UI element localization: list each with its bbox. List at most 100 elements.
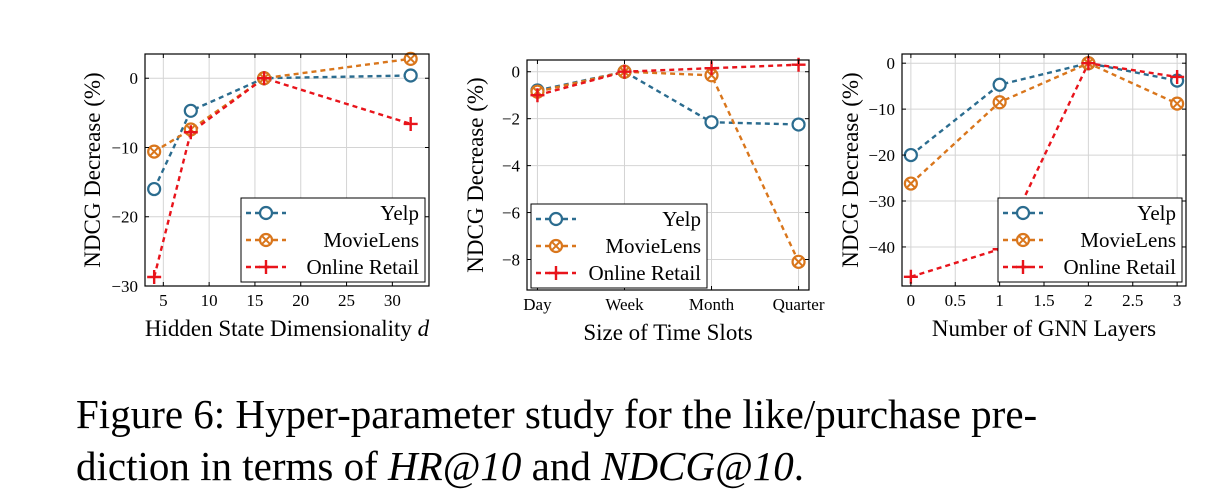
series-line: [153, 74, 411, 190]
tick-label-x: 15: [246, 291, 263, 310]
x-axis-label: Size of Time Slots: [583, 320, 752, 345]
data-point: [903, 147, 918, 163]
y-axis-label: NDCG Decrease (%): [463, 77, 488, 272]
data-point: [992, 77, 1007, 92]
data-point: [617, 64, 632, 79]
data-point: [992, 95, 1007, 110]
caption-line-1: Figure 6: Hyper-parameter study for the …: [76, 391, 1038, 437]
legend-marker: [1015, 232, 1031, 248]
legend-marker: [548, 211, 564, 227]
x-axis-label: Number of GNN Layers: [932, 316, 1156, 341]
data-point: [147, 144, 162, 159]
data-point: [1170, 96, 1185, 111]
tick-label-x: 10: [201, 291, 218, 310]
tick-label-x: Quarter: [773, 295, 825, 314]
tick-label-x: 3: [1173, 291, 1182, 310]
tick-label-y: −2: [502, 110, 520, 129]
tick-label-y: 0: [130, 69, 139, 88]
series-line: [537, 63, 799, 97]
legend-marker: [258, 232, 274, 248]
tick-label-x: Day: [523, 295, 552, 314]
chart-2: Day Week Month Quarter 0 −2 −4 −6 −8 Size of Time…: [463, 57, 825, 345]
x-axis-label: Hidden State Dimensionality d: [145, 316, 430, 341]
y-axis-label: NDCG Decrease (%): [838, 72, 863, 267]
tick-label-y: −10: [111, 138, 138, 157]
tick-label-y: −30: [868, 192, 895, 211]
data-point: [147, 269, 162, 284]
data-point: [530, 88, 545, 103]
caption-end: .: [793, 443, 804, 489]
tick-label-x: 20: [292, 291, 309, 310]
series-line: [910, 61, 1178, 157]
series-line: [537, 70, 800, 263]
data-point: [403, 68, 418, 83]
x-axis-variable: d: [412, 316, 430, 341]
caption-and: and: [521, 443, 602, 489]
data-point: [183, 103, 198, 118]
data-point: [903, 176, 918, 191]
tick-label-x: 0.5: [945, 291, 966, 310]
data-point: [257, 71, 272, 86]
series-line: [537, 70, 799, 126]
tick-label-x: Week: [605, 295, 644, 314]
caption-metric-hr: HR@10: [388, 443, 522, 489]
legend-marker: [548, 238, 564, 254]
tick-label-x: 1.5: [1033, 291, 1054, 310]
legend: Yelp MovieLens Online Retail: [530, 203, 708, 289]
legend-marker: [1015, 205, 1031, 221]
tick-label-y: 0: [512, 63, 521, 82]
tick-label-x: 25: [338, 291, 355, 310]
tick-label-y: −40: [868, 238, 895, 257]
data-point: [903, 269, 918, 284]
tick-label-y: 0: [887, 54, 896, 73]
tick-label-x: 1: [995, 291, 1004, 310]
data-point: [704, 115, 719, 130]
tick-label-x: 5: [159, 291, 168, 310]
figure-caption: Figure 6: Hyper-parameter study for the …: [76, 388, 1196, 492]
legend-marker: [1016, 260, 1030, 274]
data-point: [1081, 56, 1096, 71]
legend-label: MovieLens: [323, 228, 419, 252]
tick-label-x: 0: [907, 291, 916, 310]
caption-line-2: diction in terms of: [76, 443, 389, 489]
tick-label-x: 2: [1084, 291, 1093, 310]
tick-label-x: 30: [384, 291, 401, 310]
legend-label: Online Retail: [1063, 255, 1176, 279]
series-line: [910, 61, 1178, 278]
chart-1: 5 10 15 20 25 30 0 −10 −20 −30 Hidden State Dimens…: [80, 51, 430, 341]
legend-label: Yelp: [662, 207, 701, 231]
tick-label-y: −8: [502, 250, 520, 269]
legend-marker: [259, 260, 273, 274]
caption-metric-ndcg: NDCG@10: [601, 443, 794, 489]
data-point: [403, 116, 418, 131]
legend-label: Online Retail: [588, 261, 701, 285]
data-point: [1170, 69, 1185, 84]
tick-label-y: −6: [502, 204, 520, 223]
data-point: [791, 117, 806, 132]
tick-label-y: −20: [868, 146, 895, 165]
tick-label-x: Month: [689, 295, 735, 314]
tick-label-y: −4: [502, 157, 521, 176]
legend-label: Yelp: [1137, 201, 1176, 225]
data-point: [147, 181, 162, 197]
data-point: [704, 68, 719, 83]
data-point: [791, 254, 806, 269]
y-axis-label: NDCG Decrease (%): [80, 72, 105, 267]
legend: Yelp MovieLens Online Retail: [997, 197, 1183, 283]
legend-label: MovieLens: [605, 234, 701, 258]
tick-label-x: 2.5: [1122, 291, 1143, 310]
chart-3: 0 0.5 1 1.5 2 2.5 3 0 −10 −20 −30 −40 Number of GNN …: [838, 53, 1187, 341]
legend: Yelp MovieLens Online Retail: [240, 197, 426, 283]
plot-frame: [144, 53, 430, 287]
data-point: [183, 125, 198, 140]
data-point: [403, 51, 418, 66]
plot-frame: [526, 59, 810, 291]
legend-marker: [258, 205, 274, 221]
legend-marker: [549, 266, 563, 280]
tick-label-y: −10: [868, 100, 895, 119]
legend-label: Yelp: [380, 201, 419, 225]
tick-label-y: −30: [111, 277, 138, 296]
tick-label-y: −20: [111, 208, 138, 227]
series-line: [153, 76, 412, 278]
